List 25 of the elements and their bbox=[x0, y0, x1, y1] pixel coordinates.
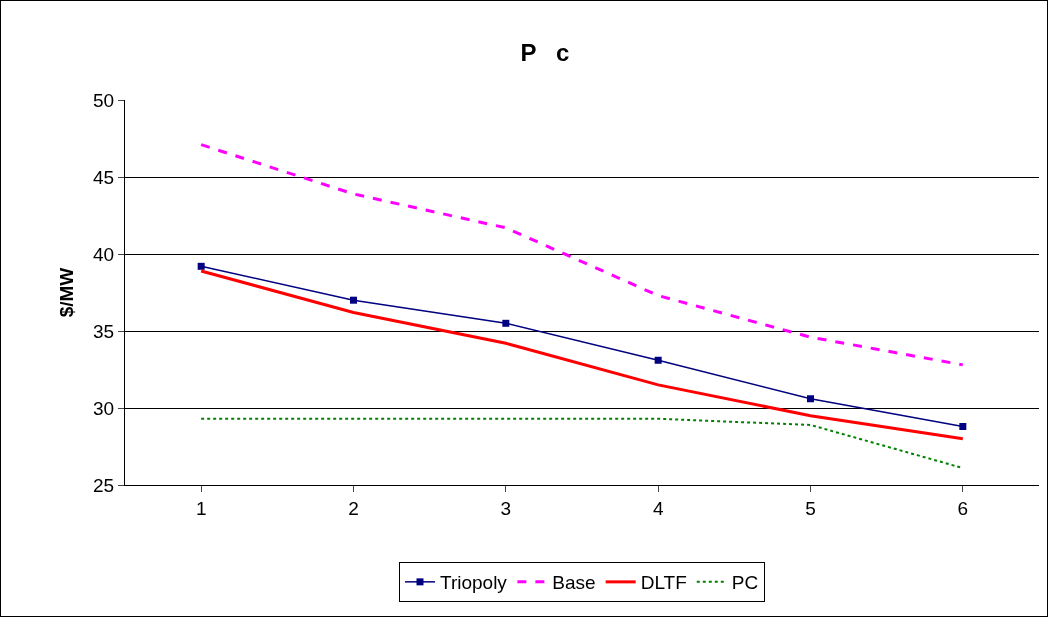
legend-label: Triopoly bbox=[440, 572, 508, 594]
legend-label: PC bbox=[731, 572, 759, 594]
point bbox=[350, 296, 357, 304]
y-tick-label: 40 bbox=[93, 243, 115, 265]
y-tick-label: 50 bbox=[93, 89, 115, 111]
point bbox=[654, 356, 662, 364]
line-series bbox=[199, 143, 965, 367]
y-tick-label: 30 bbox=[93, 397, 115, 419]
legend-label: Base bbox=[552, 572, 596, 594]
x-tick-label: 6 bbox=[957, 497, 969, 519]
point bbox=[502, 319, 510, 327]
y-tick-label: 35 bbox=[93, 320, 115, 342]
chart-title: P c bbox=[520, 38, 570, 66]
point bbox=[197, 262, 205, 270]
y-axis-title: $/MW bbox=[55, 267, 77, 318]
x-tick-label: 5 bbox=[805, 497, 816, 519]
legend-label: DLTF bbox=[640, 572, 687, 594]
point bbox=[959, 422, 967, 430]
x-tick-label: 4 bbox=[652, 497, 664, 519]
y-tick-label: 25 bbox=[93, 474, 115, 496]
point bbox=[807, 395, 814, 403]
x-tick-label: 1 bbox=[195, 497, 207, 519]
x-tick-label: 3 bbox=[500, 497, 512, 519]
x-tick-label: 2 bbox=[348, 497, 359, 519]
y-tick-label: 45 bbox=[93, 166, 115, 188]
